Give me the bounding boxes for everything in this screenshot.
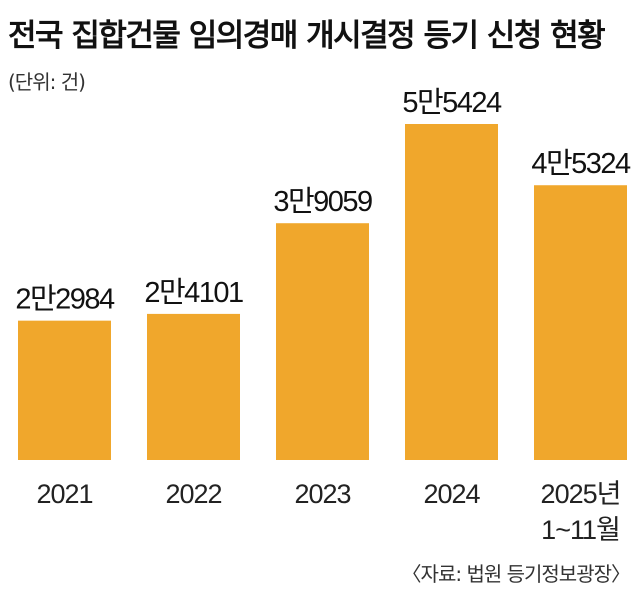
bar-1 [147, 313, 240, 460]
chart-title: 전국 집합건물 임의경매 개시결정 등기 신청 현황 [8, 18, 606, 54]
category-label-4-line-0: 2025년 [541, 479, 621, 509]
value-label-1: 2만4101 [144, 277, 243, 309]
category-label-3: 2024 [423, 479, 480, 509]
bar-4 [534, 185, 627, 460]
bar-0 [18, 320, 111, 460]
bar-2 [276, 223, 369, 460]
value-label-4: 4만5324 [531, 148, 631, 180]
category-label-0: 2021 [36, 479, 92, 509]
source-note: 〈자료: 법원 등기정보광장〉 [401, 562, 631, 586]
category-label-2: 2023 [294, 479, 350, 509]
value-label-0: 2만2984 [15, 284, 115, 316]
bar-3 [405, 124, 498, 460]
category-label-4-line-1: 1~11월 [541, 515, 620, 545]
unit-label: (단위: 건) [8, 70, 86, 94]
category-label-1: 2022 [165, 479, 221, 509]
value-label-3: 5만5424 [402, 87, 502, 119]
value-label-2: 3만9059 [273, 186, 372, 218]
